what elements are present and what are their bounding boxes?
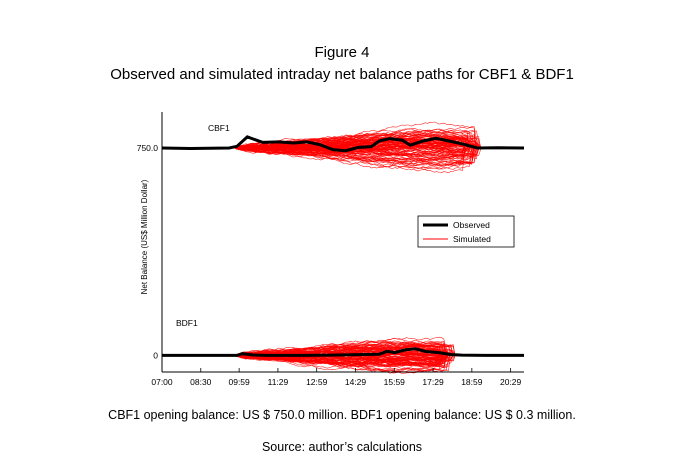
- x-tick-label: 11:29: [268, 377, 289, 387]
- simulated-path-cbf1: [234, 133, 466, 150]
- simulated-path-cbf1: [234, 147, 482, 161]
- y-tick-label: 750.0: [137, 143, 159, 153]
- simulated-path-bdf1: [234, 344, 445, 357]
- x-tick-label: 17:29: [422, 377, 444, 387]
- simulated-path-bdf1: [234, 354, 447, 367]
- x-tick-label: 12:59: [306, 377, 328, 387]
- simulated-path-cbf1: [234, 147, 467, 163]
- simulated-path-bdf1: [234, 354, 453, 368]
- simulated-paths-layer: [234, 121, 482, 374]
- simulated-path-cbf1: [234, 144, 465, 153]
- observed-paths-layer: [161, 135, 525, 357]
- simulated-path-cbf1: [234, 137, 473, 149]
- x-tick-label: 20:29: [500, 377, 522, 387]
- x-tick-label: 08:30: [190, 377, 212, 387]
- y-tick-label: 0: [153, 350, 158, 360]
- observed-path-bdf1: [162, 347, 524, 357]
- simulated-path-cbf1: [234, 147, 473, 165]
- x-tick-label: 09:59: [228, 377, 250, 387]
- legend: Observed Simulated: [417, 215, 515, 248]
- simulated-path-cbf1: [234, 147, 466, 165]
- panel-label-cbf1: CBF1: [208, 123, 230, 133]
- opening-balance-note: CBF1 opening balance: US $ 750.0 million…: [108, 408, 576, 422]
- figure-caption: Observed and simulated intraday net bala…: [110, 66, 574, 83]
- x-tick-label: 18:59: [461, 377, 483, 387]
- x-tick-label: 07:00: [151, 377, 173, 387]
- y-axis-label: Net Balance (US$ Million Dollar): [140, 179, 149, 294]
- simulated-path-cbf1: [234, 147, 478, 172]
- simulated-path-bdf1: [234, 344, 451, 357]
- x-tick-label: 14:29: [345, 377, 367, 387]
- legend-label-observed: Observed: [453, 220, 490, 230]
- source-note: Source: author’s calculations: [261, 440, 423, 454]
- axes-layer: CBF1 BDF1 07:00 08:30 09:59 11:29 12:59 14:29 15…: [137, 112, 524, 387]
- observed-path-cbf1: [161, 135, 525, 153]
- x-tick-label: 15:59: [384, 377, 406, 387]
- figure-label: Figure 4: [314, 44, 370, 61]
- panel-label-bdf1: BDF1: [176, 318, 198, 328]
- legend-label-simulated: Simulated: [453, 234, 491, 244]
- legend-box: [417, 215, 515, 248]
- simulated-path-bdf1: [234, 339, 456, 356]
